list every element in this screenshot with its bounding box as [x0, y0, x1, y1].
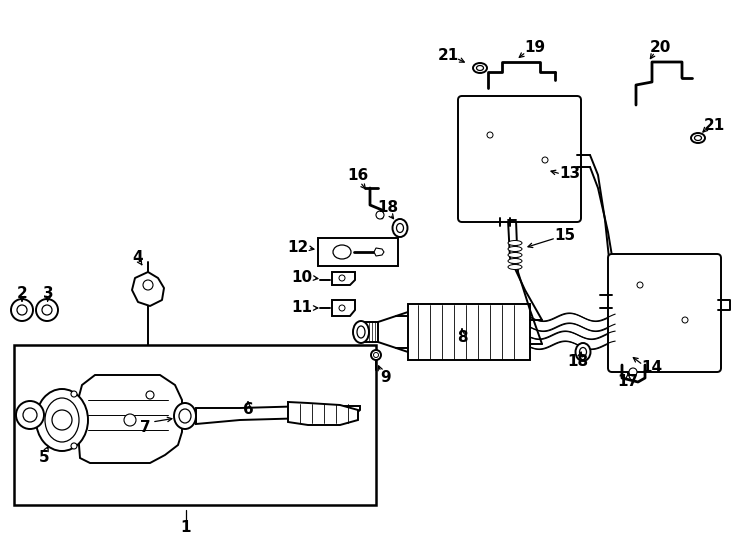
Polygon shape: [288, 402, 358, 425]
Polygon shape: [332, 300, 355, 316]
Circle shape: [143, 280, 153, 290]
Polygon shape: [78, 375, 182, 463]
Bar: [318, 238, 398, 266]
Ellipse shape: [174, 403, 196, 429]
Text: 5: 5: [39, 449, 49, 464]
Ellipse shape: [353, 321, 369, 343]
Text: 8: 8: [457, 329, 468, 345]
Text: 18: 18: [567, 354, 589, 369]
Text: 7: 7: [139, 420, 150, 435]
Polygon shape: [408, 304, 530, 360]
Ellipse shape: [393, 219, 407, 237]
Circle shape: [71, 391, 77, 397]
Circle shape: [124, 414, 136, 426]
Text: 3: 3: [43, 286, 54, 300]
Circle shape: [23, 408, 37, 422]
Circle shape: [42, 305, 52, 315]
Ellipse shape: [476, 65, 484, 71]
Circle shape: [374, 353, 379, 357]
Ellipse shape: [473, 63, 487, 73]
Circle shape: [339, 275, 345, 281]
Text: 11: 11: [291, 300, 313, 315]
Text: 9: 9: [381, 369, 391, 384]
Circle shape: [11, 299, 33, 321]
Ellipse shape: [694, 136, 702, 140]
Polygon shape: [332, 272, 355, 285]
Text: 10: 10: [291, 271, 313, 286]
Ellipse shape: [508, 240, 522, 246]
Bar: [14, 345, 376, 505]
Circle shape: [146, 391, 154, 399]
Text: 14: 14: [642, 360, 663, 375]
Circle shape: [16, 401, 44, 429]
FancyBboxPatch shape: [608, 254, 721, 372]
Ellipse shape: [580, 348, 586, 356]
Circle shape: [17, 305, 27, 315]
Circle shape: [35, 417, 41, 423]
Text: 16: 16: [347, 167, 368, 183]
Text: 15: 15: [554, 227, 575, 242]
Polygon shape: [374, 248, 384, 256]
Ellipse shape: [508, 246, 522, 252]
Text: 13: 13: [559, 165, 581, 180]
Circle shape: [487, 132, 493, 138]
Circle shape: [376, 211, 384, 219]
Ellipse shape: [179, 409, 191, 423]
Text: 19: 19: [524, 40, 545, 56]
Circle shape: [71, 443, 77, 449]
Circle shape: [371, 350, 381, 360]
Circle shape: [36, 299, 58, 321]
Text: 20: 20: [650, 40, 671, 56]
Ellipse shape: [575, 343, 590, 361]
Circle shape: [339, 305, 345, 311]
Text: 4: 4: [133, 249, 143, 265]
Text: 17: 17: [617, 375, 639, 389]
Ellipse shape: [357, 326, 365, 338]
Ellipse shape: [508, 265, 522, 269]
Ellipse shape: [508, 259, 522, 264]
Text: 21: 21: [703, 118, 724, 132]
Ellipse shape: [36, 389, 88, 451]
Text: 2: 2: [17, 286, 27, 300]
Text: 6: 6: [243, 402, 253, 417]
Polygon shape: [196, 406, 360, 424]
Ellipse shape: [508, 253, 522, 258]
Circle shape: [682, 317, 688, 323]
Ellipse shape: [396, 224, 404, 233]
Circle shape: [542, 157, 548, 163]
Text: 21: 21: [437, 48, 459, 63]
Ellipse shape: [691, 133, 705, 143]
Text: 1: 1: [181, 519, 192, 535]
Polygon shape: [362, 322, 378, 342]
FancyBboxPatch shape: [458, 96, 581, 222]
Text: 12: 12: [288, 240, 308, 255]
Ellipse shape: [333, 245, 351, 259]
Ellipse shape: [45, 398, 79, 442]
Circle shape: [629, 368, 637, 376]
Circle shape: [52, 410, 72, 430]
Circle shape: [637, 282, 643, 288]
Text: 18: 18: [377, 200, 399, 215]
